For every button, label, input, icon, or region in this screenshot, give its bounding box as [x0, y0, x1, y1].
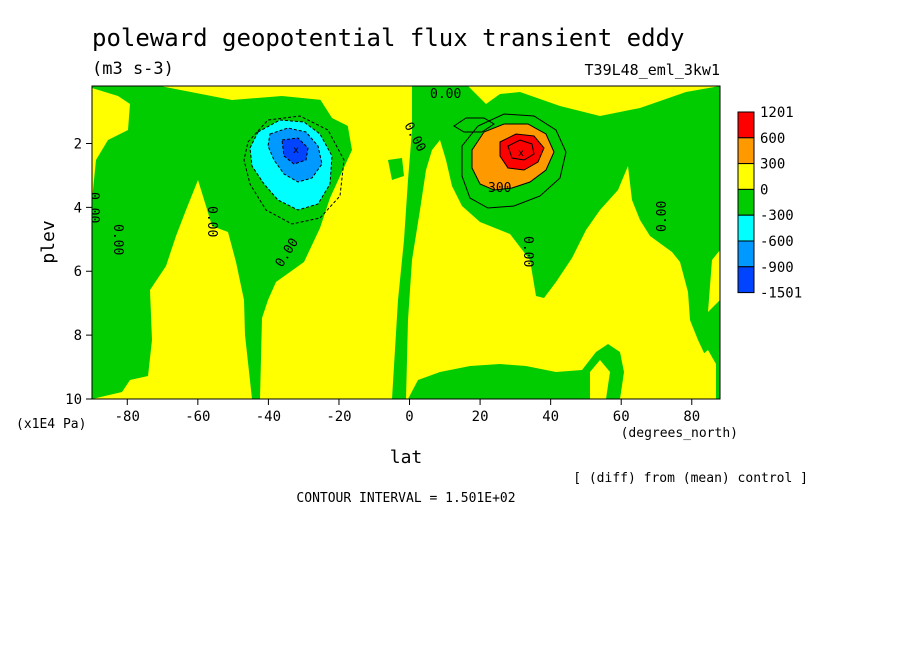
contour-line-minus-300 — [249, 119, 333, 211]
x-tick-label: -60 — [185, 409, 210, 425]
colorbar-label: -300 — [760, 208, 794, 224]
colorbar-swatch — [737, 163, 755, 190]
comparison-note: [ (diff) from (mean) control ] — [573, 471, 808, 486]
plot-area: x x 0.00 0.00 0.00 0.00 0.00 0.00 0.00 0… — [86, 85, 721, 400]
x-tick-label: -80 — [115, 409, 140, 425]
y-tick-label: 10 — [65, 392, 82, 408]
contour-label-west-mid: 0.00 — [204, 206, 219, 237]
y-tick-label: 8 — [74, 328, 82, 344]
field-region-negative-south — [408, 344, 624, 399]
contour-label-central-2: 0.00 — [520, 236, 535, 267]
y-axis-title: plev — [38, 220, 59, 263]
contour-label-group: 0.00 0.00 0.00 0.00 0.00 0.00 0.00 0.00 … — [86, 87, 670, 270]
contour-line-minus-600 — [267, 127, 323, 183]
field-region-positive-islet-far-east — [708, 250, 720, 312]
colorbar: 1201 600 300 0 -300 -600 -900 -1501 — [737, 105, 802, 302]
field-region-minus-900 — [282, 138, 308, 164]
x-tick-label: 40 — [542, 409, 559, 425]
field-region-positive-islet-south — [590, 360, 610, 399]
units-label: (m3 s-3) — [92, 59, 174, 79]
contour-label-east: 0.00 — [655, 201, 670, 232]
x-tick-label: 60 — [613, 409, 630, 425]
contour-line-minus-900 — [281, 137, 309, 165]
field-region-plus-600 — [500, 134, 544, 170]
field-region-positive-islet-southwest — [204, 300, 222, 376]
x-unit-label: (degrees_north) — [621, 426, 738, 441]
colorbar-swatch — [737, 214, 755, 242]
colorbar-label: 0 — [760, 182, 768, 198]
contour-line-plus-600 — [499, 133, 545, 171]
colorbar-label: -900 — [760, 260, 794, 276]
y-tick-label: 6 — [74, 264, 82, 280]
contour-label-top: 0.00 — [430, 87, 461, 102]
contour-interval-label: CONTOUR INTERVAL = 1.501E+02 — [296, 491, 515, 506]
contour-label-far-west: 0.00 — [86, 192, 101, 223]
colorbar-swatch — [737, 240, 755, 268]
field-region-positive-islet-north — [318, 96, 362, 128]
field-region-positive-islet-west — [92, 88, 130, 200]
x-tick-label: -20 — [326, 409, 351, 425]
plot-frame — [91, 85, 721, 400]
y-unit-label: (x1E4 Pa) — [16, 417, 86, 432]
contour-label-plus-300: 300 — [488, 181, 511, 196]
contour-line-plus-300 — [471, 123, 555, 191]
contour-lines — [243, 113, 567, 225]
y-tick-label: 2 — [74, 136, 82, 152]
colorbar-swatch — [737, 188, 755, 216]
min-marker: x — [293, 145, 299, 156]
x-tick-label: 20 — [472, 409, 489, 425]
run-label: T39L48_eml_3kw1 — [585, 61, 720, 79]
colorbar-label: 1201 — [760, 105, 794, 121]
chart-title: poleward geopotential flux transient edd… — [92, 24, 684, 52]
colorbar-swatch — [737, 137, 755, 165]
colorbar-label: 600 — [760, 131, 785, 147]
colorbar-swatch — [737, 111, 755, 139]
x-axis: -80 -60 -40 -20 0 20 40 60 80 — [115, 399, 700, 425]
colorbar-swatch — [737, 266, 755, 294]
contour-label-west-2: 0.00 — [110, 224, 125, 255]
colorbar-label: 300 — [760, 157, 785, 173]
y-axis: 2 4 6 8 10 — [65, 136, 92, 408]
x-tick-label: -40 — [256, 409, 281, 425]
x-tick-label: 80 — [683, 409, 700, 425]
colorbar-label: -600 — [760, 234, 794, 250]
contour-line-plus-900 — [507, 139, 535, 161]
x-axis-title: lat — [390, 447, 423, 468]
contour-line-minus-150 — [243, 115, 345, 225]
x-tick-label: 0 — [405, 409, 413, 425]
max-marker: x — [518, 148, 524, 159]
field-region-negative-islet — [388, 158, 404, 180]
contour-line-upper-loop — [453, 117, 495, 133]
y-tick-label: 4 — [74, 200, 82, 216]
field-region-positive-islet-east — [696, 350, 716, 399]
contour-line-plus-150 — [461, 113, 567, 209]
colorbar-label: -1501 — [760, 286, 802, 302]
